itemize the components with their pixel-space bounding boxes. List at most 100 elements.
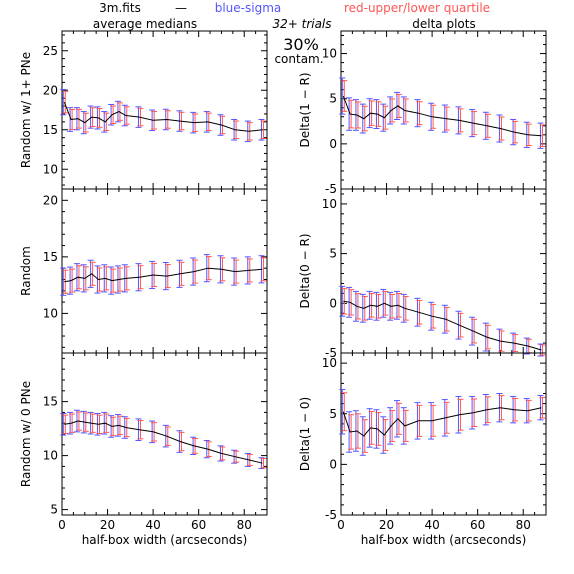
- sigma-error-bar: [387, 407, 394, 445]
- x-tick-label: 0: [58, 518, 66, 532]
- x-axis-label: half-box width (arcseconds): [82, 533, 248, 547]
- y-tick-label: -5: [325, 346, 337, 360]
- panel-r2: 10 15 20 Random: [19, 188, 268, 354]
- quartile-error-bar: [361, 105, 368, 132]
- quartile-error-bar: [375, 101, 382, 127]
- y-tick-label: 10: [322, 197, 337, 211]
- sigma-error-bar: [346, 411, 353, 453]
- sigma-error-bar: [359, 416, 366, 456]
- quartile-error-bar: [375, 412, 382, 446]
- quartile-error-bar: [389, 98, 396, 123]
- y-axis-label: Random: [19, 246, 33, 296]
- y-tick-label: 10: [322, 47, 337, 61]
- sigma-error-bar: [80, 111, 87, 135]
- y-tick-label: 5: [50, 503, 58, 517]
- sigma-error-bar: [387, 96, 394, 125]
- panel-r0: 0 20 40 60 80 5 10 15 Random w/ 0 PNe half-box wi…: [19, 352, 268, 547]
- sigma-error-bar: [60, 88, 67, 116]
- quartile-legend-label: red-upper/lower quartile: [344, 1, 490, 15]
- y-axis-label: Random w/ 0 PNe: [19, 381, 33, 487]
- quartile-error-bar: [75, 108, 82, 129]
- quartile-error-bar: [116, 102, 123, 121]
- y-tick-label: -5: [325, 182, 337, 196]
- sigma-error-bar: [87, 105, 94, 129]
- x-tick-label: 60: [470, 518, 485, 532]
- panel-grid: 10 15 20 25 Random w/ 1+ PNe 10 15 20 Random 0 20 4…: [19, 30, 547, 547]
- sigma-error-bar: [339, 77, 346, 115]
- quartile-error-bar: [382, 419, 389, 452]
- sigma-error-bar: [108, 103, 115, 126]
- x-tick-label: 20: [379, 518, 394, 532]
- quartile-error-bar: [341, 80, 348, 112]
- y-tick-label: 15: [43, 250, 58, 264]
- y-tick-label: 5: [329, 92, 337, 106]
- y-tick-label: -5: [325, 508, 337, 522]
- y-tick-label: 20: [43, 83, 58, 97]
- quartile-error-bar: [89, 261, 96, 286]
- y-tick-label: 0: [329, 296, 337, 310]
- panel-frame: [340, 188, 547, 354]
- y-tick-label: 5: [329, 407, 337, 421]
- right-column-title: delta plots: [412, 17, 475, 31]
- quartile-error-bar: [82, 112, 89, 133]
- quartile-error-bar: [82, 266, 89, 291]
- y-tick-label: 10: [43, 162, 58, 176]
- sigma-error-bar: [67, 107, 74, 132]
- sigma-error-bar: [87, 259, 94, 288]
- left-column-title: average medians: [93, 17, 197, 31]
- y-tick-label: 0: [329, 457, 337, 471]
- sigma-error-bar: [346, 97, 353, 131]
- x-tick-label: 0: [337, 518, 345, 532]
- sigma-error-bar: [339, 388, 346, 435]
- quartile-error-bar: [354, 101, 361, 129]
- y-axis-label: Delta(1 − 0): [298, 397, 312, 471]
- y-tick-label: 0: [329, 137, 337, 151]
- median-line: [342, 407, 542, 437]
- quartile-error-bar: [62, 90, 69, 114]
- quartile-error-bar: [260, 120, 267, 139]
- x-axis-label: half-box width (arcseconds): [361, 533, 527, 547]
- sigma-error-bar: [366, 408, 373, 448]
- median-line: [342, 95, 542, 137]
- x-tick-label: 80: [516, 518, 531, 532]
- header-dash: —: [175, 1, 187, 15]
- sigma-error-bar: [121, 104, 128, 127]
- file-label: 3m.fits: [99, 1, 141, 15]
- y-tick-label: 10: [43, 449, 58, 463]
- median-line: [64, 420, 263, 464]
- x-tick-label: 40: [424, 518, 439, 532]
- quartile-error-bar: [341, 392, 348, 432]
- quartile-error-bar: [389, 409, 396, 442]
- quartile-error-bar: [260, 257, 267, 282]
- sigma-error-bar: [94, 265, 101, 294]
- y-axis-label: Delta(1 − R): [298, 72, 312, 147]
- y-tick-label: 5: [329, 247, 337, 261]
- sigma-error-bar: [393, 91, 400, 120]
- sigma-error-bar: [380, 416, 387, 454]
- sigma-error-bar: [393, 400, 400, 438]
- contamination-percent: 30%: [283, 35, 319, 54]
- y-tick-label: 25: [43, 44, 58, 58]
- quartile-error-bar: [539, 124, 546, 147]
- quartile-error-bar: [395, 93, 402, 118]
- x-tick-label: 40: [145, 518, 160, 532]
- quartile-error-bar: [260, 458, 267, 469]
- sigma-error-bar: [60, 412, 67, 436]
- panel-d0r: -5 0 5 10 Delta(0 − R): [298, 188, 547, 360]
- median-line: [63, 101, 263, 132]
- y-tick-label: 10: [43, 306, 58, 320]
- x-tick-label: 80: [237, 518, 252, 532]
- y-tick-label: 15: [43, 395, 58, 409]
- quartile-error-bar: [539, 396, 546, 419]
- quartile-error-bar: [361, 419, 368, 453]
- median-line: [64, 267, 263, 283]
- y-axis-label: Delta(0 − R): [298, 233, 312, 308]
- panel-d1r: -5 0 5 10 Delta(1 − R): [298, 30, 547, 196]
- quartile-error-bar: [103, 112, 110, 132]
- quartile-error-bar: [96, 107, 103, 128]
- sigma-legend-label: blue-sigma: [215, 1, 282, 15]
- sigma-error-bar: [400, 407, 407, 445]
- y-axis-label: Random w/ 1+ PNe: [19, 52, 33, 168]
